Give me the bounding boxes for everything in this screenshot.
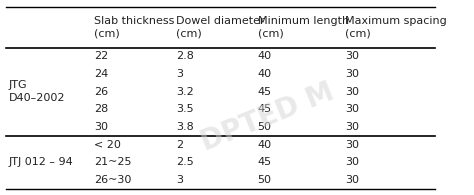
Text: < 20: < 20 (94, 140, 121, 150)
Text: 26~30: 26~30 (94, 175, 131, 185)
Text: 30: 30 (345, 158, 359, 168)
Text: JTJ 012 – 94: JTJ 012 – 94 (9, 158, 73, 168)
Text: 30: 30 (345, 87, 359, 97)
Text: 3.5: 3.5 (176, 104, 193, 114)
Text: 40: 40 (258, 51, 272, 61)
Text: Minimum length
(cm): Minimum length (cm) (258, 16, 349, 39)
Text: 2.8: 2.8 (176, 51, 193, 61)
Text: 3.2: 3.2 (176, 87, 193, 97)
Text: 40: 40 (258, 69, 272, 79)
Text: 21~25: 21~25 (94, 158, 132, 168)
Text: 2.5: 2.5 (176, 158, 193, 168)
Text: Slab thickness
(cm): Slab thickness (cm) (94, 16, 174, 39)
Text: 40: 40 (258, 140, 272, 150)
Text: DPTED M: DPTED M (196, 77, 338, 156)
Text: 30: 30 (345, 51, 359, 61)
Text: 45: 45 (258, 87, 272, 97)
Text: 28: 28 (94, 104, 109, 114)
Text: 30: 30 (345, 69, 359, 79)
Text: 30: 30 (345, 104, 359, 114)
Text: 2: 2 (176, 140, 183, 150)
Text: 30: 30 (345, 122, 359, 132)
Text: 3: 3 (176, 69, 183, 79)
Text: Dowel diameter
(cm): Dowel diameter (cm) (176, 16, 264, 39)
Text: 3: 3 (176, 175, 183, 185)
Text: 45: 45 (258, 104, 272, 114)
Text: 3.8: 3.8 (176, 122, 193, 132)
Text: 26: 26 (94, 87, 108, 97)
Text: 30: 30 (94, 122, 108, 132)
Text: 30: 30 (345, 140, 359, 150)
Text: 30: 30 (345, 175, 359, 185)
Text: 22: 22 (94, 51, 109, 61)
Text: Maximum spacing
(cm): Maximum spacing (cm) (345, 16, 447, 39)
Text: 24: 24 (94, 69, 109, 79)
Text: 50: 50 (258, 175, 272, 185)
Text: 50: 50 (258, 122, 272, 132)
Text: JTG
D40–2002: JTG D40–2002 (9, 80, 65, 103)
Text: 45: 45 (258, 158, 272, 168)
